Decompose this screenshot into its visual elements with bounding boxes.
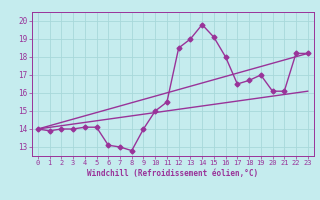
- X-axis label: Windchill (Refroidissement éolien,°C): Windchill (Refroidissement éolien,°C): [87, 169, 258, 178]
